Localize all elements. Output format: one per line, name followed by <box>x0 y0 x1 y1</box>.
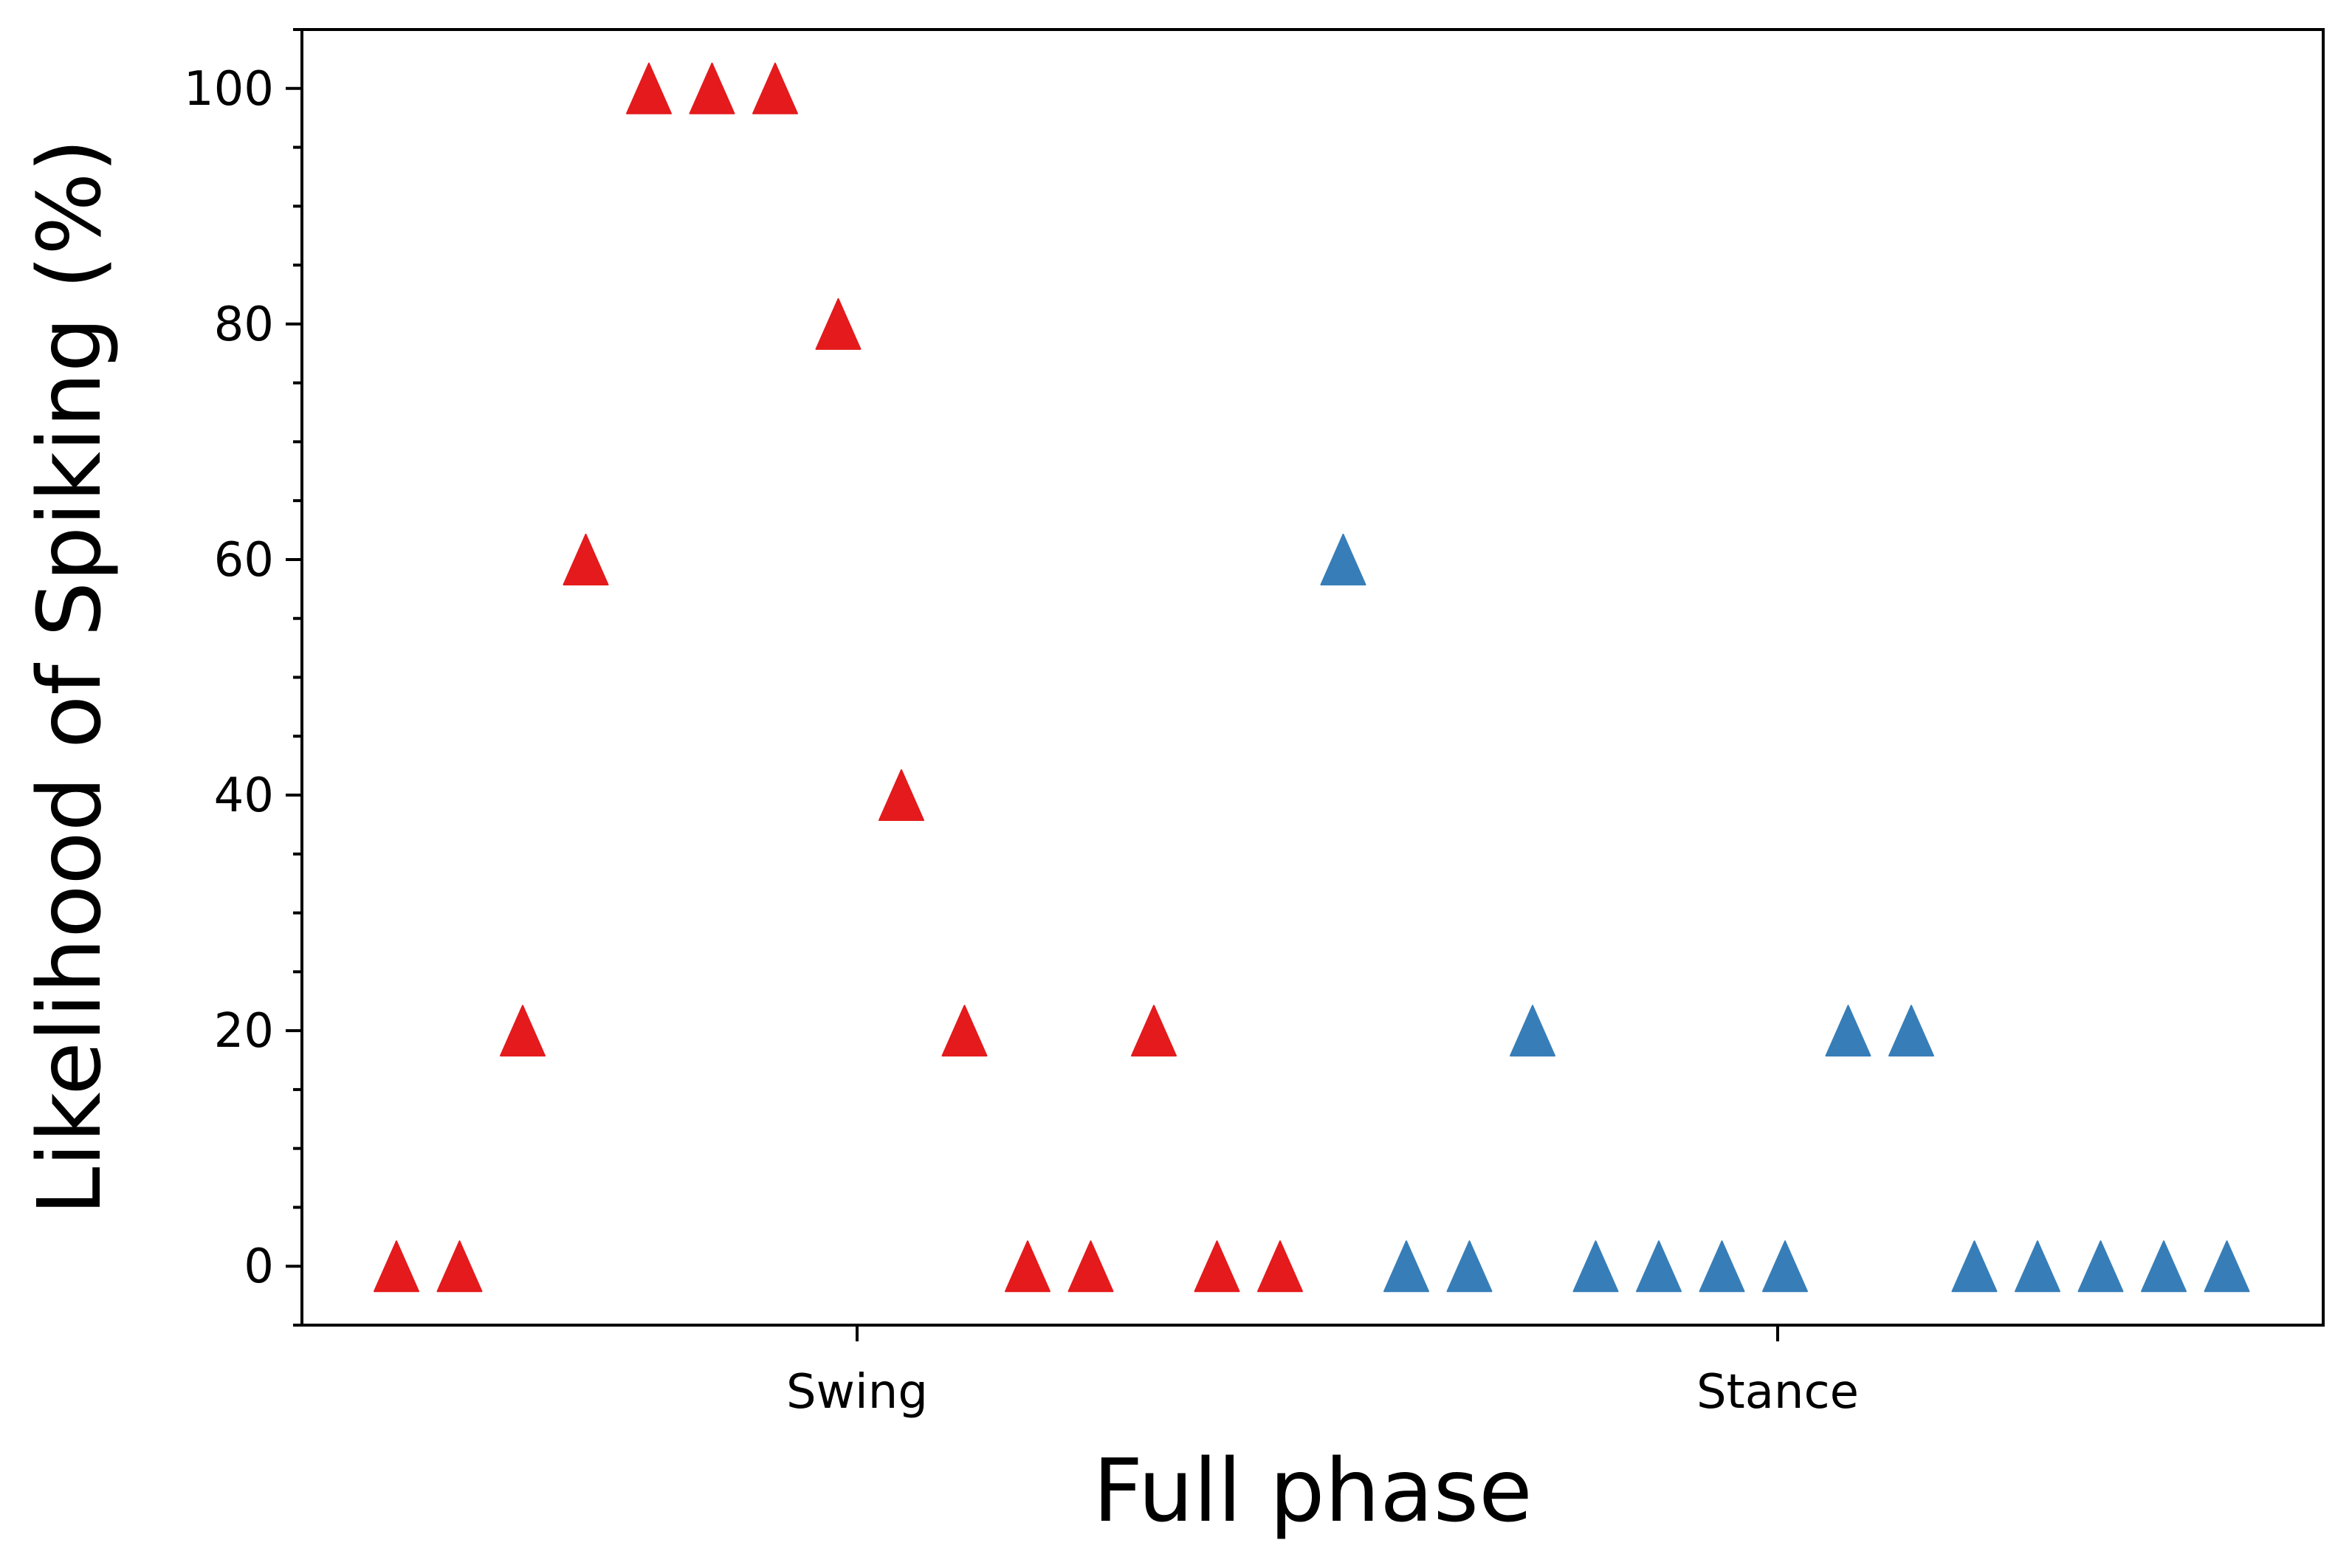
y-tick-label: 40 <box>214 768 274 823</box>
data-point-series-2 <box>2204 1240 2250 1293</box>
data-markers <box>374 62 2250 1293</box>
data-point-series-2 <box>1572 1240 1619 1293</box>
data-point-series-2 <box>1825 1005 1871 1057</box>
x-tick-label-stance: Stance <box>1696 1365 1859 1420</box>
y-tick-label: 100 <box>184 62 274 117</box>
data-point-series-1 <box>436 1240 483 1293</box>
data-point-series-1 <box>1257 1240 1303 1293</box>
x-axis-title: Full phase <box>1093 1440 1532 1541</box>
x-tick-label-swing: Swing <box>786 1365 928 1420</box>
data-point-series-1 <box>752 62 798 114</box>
data-point-series-1 <box>500 1005 546 1057</box>
plot-frame <box>300 28 2325 1327</box>
data-point-series-2 <box>1888 1005 1934 1057</box>
data-point-series-1 <box>689 62 735 114</box>
data-point-series-2 <box>1699 1240 1745 1293</box>
data-point-series-2 <box>1510 1005 1555 1057</box>
y-axis-ticks: 0 20 40 60 80 100 <box>184 28 302 1327</box>
data-point-series-2 <box>1446 1240 1493 1293</box>
data-point-series-1 <box>563 533 609 585</box>
data-point-series-1 <box>878 769 924 822</box>
data-point-series-2 <box>1383 1240 1429 1293</box>
data-point-series-2 <box>2015 1240 2060 1293</box>
data-point-series-1 <box>1005 1240 1051 1293</box>
x-axis-ticks: Swing Stance <box>786 1325 1859 1420</box>
y-axis-title: Likelihood of Spiking (%) <box>18 139 120 1216</box>
data-point-series-1 <box>374 1240 419 1293</box>
y-tick-label: 80 <box>214 298 274 352</box>
data-point-series-1 <box>815 298 862 350</box>
data-point-series-1 <box>941 1005 988 1057</box>
data-point-series-1 <box>1067 1240 1114 1293</box>
data-point-series-2 <box>1951 1240 1998 1293</box>
data-point-series-1 <box>626 62 672 114</box>
data-point-series-2 <box>1636 1240 1682 1293</box>
y-tick-label: 20 <box>214 1004 274 1059</box>
data-point-series-2 <box>2141 1240 2187 1293</box>
y-tick-label: 0 <box>244 1239 274 1294</box>
data-point-series-2 <box>1320 533 1366 585</box>
data-point-series-2 <box>2077 1240 2124 1293</box>
y-tick-label: 60 <box>214 533 274 588</box>
data-point-series-1 <box>1194 1240 1240 1293</box>
data-point-series-1 <box>1131 1005 1177 1057</box>
data-point-series-2 <box>1762 1240 1808 1293</box>
